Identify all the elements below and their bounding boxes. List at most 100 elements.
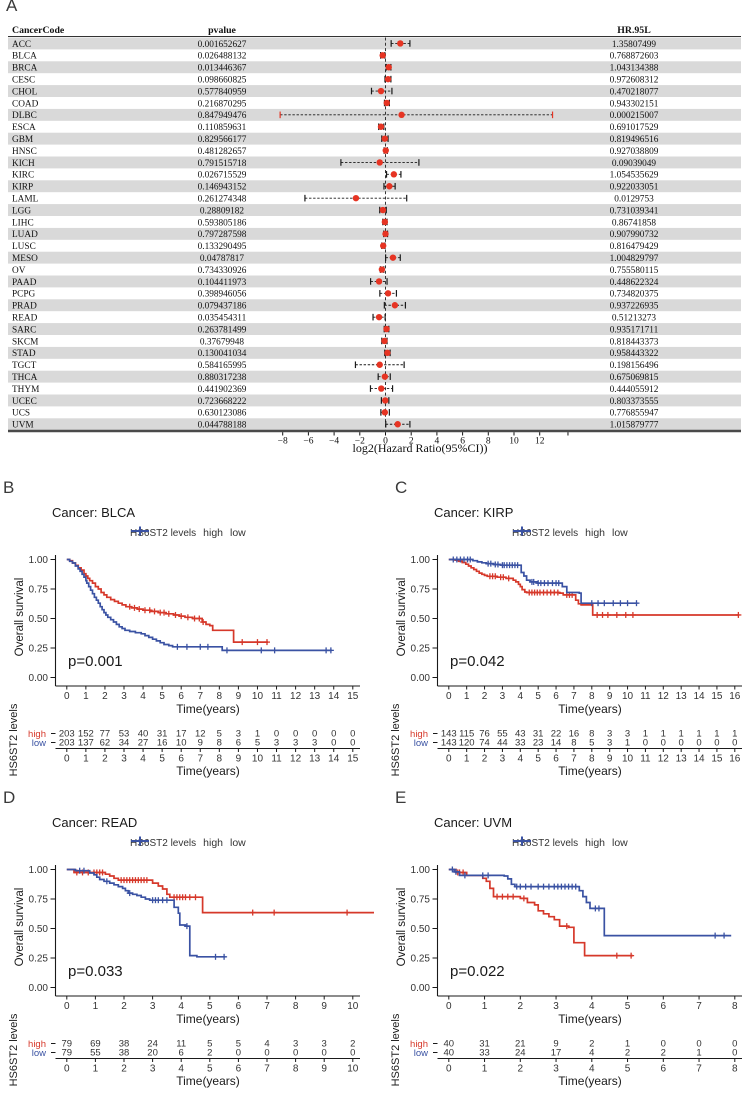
- svg-text:14: 14: [693, 754, 705, 765]
- svg-text:2: 2: [482, 754, 488, 765]
- svg-text:0.026715529: 0.026715529: [198, 171, 247, 181]
- row-stripe: [8, 132, 741, 145]
- svg-text:5: 5: [159, 754, 165, 765]
- svg-text:4: 4: [518, 691, 524, 702]
- hazard-ratio-point: [376, 361, 383, 368]
- svg-text:0.776855947: 0.776855947: [610, 409, 659, 419]
- svg-text:0.723668222: 0.723668222: [198, 397, 247, 407]
- svg-text:14: 14: [693, 691, 705, 702]
- risk-count: 2: [207, 1048, 212, 1059]
- forest-row-SARC: SARC 0.263781499 0.935171711: [12, 325, 659, 335]
- svg-text:13: 13: [676, 754, 688, 765]
- svg-text:0.907990732: 0.907990732: [610, 230, 659, 240]
- hazard-ratio-point: [375, 313, 383, 321]
- svg-text:0.847949476: 0.847949476: [198, 111, 247, 121]
- svg-text:0.013446367: 0.013446367: [198, 64, 247, 74]
- svg-text:10: 10: [252, 754, 264, 765]
- risk-count: 2: [625, 1048, 630, 1059]
- hazard-ratio-point: [379, 242, 387, 249]
- hazard-ratio-point: [378, 266, 386, 273]
- svg-text:UVM: UVM: [12, 421, 34, 431]
- risk-count: 0: [236, 1048, 241, 1059]
- risk-count: 40: [138, 729, 149, 740]
- low-censor-icon: [513, 836, 531, 846]
- svg-text:0.441902369: 0.441902369: [198, 385, 247, 395]
- svg-text:15: 15: [711, 691, 723, 702]
- svg-text:3: 3: [553, 1001, 559, 1012]
- svg-text:STAD: STAD: [12, 349, 36, 359]
- svg-text:0.110859631: 0.110859631: [198, 123, 247, 133]
- hazard-ratio-point: [381, 409, 389, 416]
- risk-count: 0: [350, 1048, 355, 1059]
- svg-text:0.50: 0.50: [411, 924, 431, 935]
- svg-text:0: 0: [64, 1064, 70, 1075]
- km-axes: 0.00 0.25 0.50 0.75 1.00 0 1 2 3 4 5 6 7 8: [411, 865, 742, 1012]
- risk-count: 0: [293, 729, 298, 740]
- svg-text:0.25: 0.25: [29, 644, 49, 655]
- svg-text:9: 9: [321, 1001, 327, 1012]
- svg-text:0.791515718: 0.791515718: [198, 159, 247, 169]
- forest-row-ESCA: ESCA 0.110859631 0.691017529: [12, 123, 659, 133]
- hazard-ratio-point: [382, 230, 389, 238]
- column-header-pvalue: pvalue: [208, 25, 236, 36]
- svg-text:BRCA: BRCA: [12, 64, 38, 74]
- risk-table-xlabel: Time(years): [558, 1074, 622, 1088]
- svg-text:1: 1: [83, 691, 89, 702]
- svg-text:KICH: KICH: [12, 159, 35, 169]
- km-curve-low: [448, 556, 640, 607]
- svg-text:1.043134388: 1.043134388: [610, 64, 659, 74]
- risk-table-xlabel: Time(years): [176, 764, 240, 778]
- risk-count: 0: [350, 729, 355, 740]
- risk-count: 33: [479, 1048, 490, 1059]
- forest-row-STAD: STAD 0.130041034 0.958443322: [12, 349, 659, 359]
- svg-text:4: 4: [589, 1001, 595, 1012]
- km-plot-svg: 0.000.250.500.751.000 1 2 3 4 5 6 7 8 9 10 11 12 13 14…: [29, 555, 360, 765]
- svg-text:3: 3: [500, 691, 506, 702]
- svg-text:0.09039049: 0.09039049: [612, 159, 657, 169]
- panel-label-b: B: [3, 478, 15, 497]
- svg-text:4: 4: [140, 754, 146, 765]
- svg-text:CHOL: CHOL: [12, 87, 38, 97]
- svg-text:CESC: CESC: [12, 76, 35, 86]
- risk-row-label-high: high: [28, 728, 46, 740]
- svg-text:0: 0: [64, 691, 70, 702]
- svg-text:14: 14: [328, 691, 340, 702]
- hazard-ratio-point: [352, 194, 360, 202]
- risk-count: 9: [198, 738, 203, 749]
- risk-count: 43: [515, 729, 526, 740]
- svg-text:12: 12: [290, 754, 302, 765]
- forest-plot-svg: ACC 0.001652627 1.35807499 BLCA 0.026488132 0…: [8, 37, 741, 447]
- forest-row-SKCM: SKCM 0.37679948 0.818443373: [12, 337, 659, 347]
- svg-text:1: 1: [482, 1064, 488, 1075]
- svg-text:4: 4: [589, 1064, 595, 1075]
- svg-text:4: 4: [435, 437, 440, 447]
- legend-item-high: high: [203, 527, 223, 539]
- svg-text:0: 0: [446, 754, 452, 765]
- svg-text:−2: −2: [355, 437, 365, 447]
- svg-text:0.803373555: 0.803373555: [610, 397, 659, 407]
- svg-text:0.51213273: 0.51213273: [612, 313, 657, 323]
- svg-text:1: 1: [83, 754, 89, 765]
- svg-text:0.25: 0.25: [29, 954, 49, 965]
- risk-count: 1: [679, 729, 684, 740]
- risk-count: 77: [100, 729, 111, 740]
- risk-count: 69: [90, 1039, 101, 1050]
- svg-text:0.00: 0.00: [29, 673, 49, 684]
- svg-text:3: 3: [121, 754, 127, 765]
- hazard-ratio-point: [381, 337, 388, 345]
- svg-text:THCA: THCA: [12, 373, 38, 383]
- hazard-ratio-point: [377, 123, 385, 130]
- svg-text:−4: −4: [329, 437, 339, 447]
- hazard-ratio-point: [389, 254, 397, 261]
- hazard-ratio-point: [381, 218, 389, 226]
- risk-row-label-high: high: [410, 728, 428, 740]
- svg-text:0.922033051: 0.922033051: [610, 183, 659, 193]
- svg-text:0.044788188: 0.044788188: [198, 421, 247, 431]
- svg-text:11: 11: [640, 691, 651, 702]
- svg-text:PAAD: PAAD: [12, 278, 37, 288]
- svg-text:ESCA: ESCA: [12, 123, 36, 133]
- hazard-ratio-point: [383, 325, 390, 333]
- svg-text:4: 4: [178, 1064, 184, 1075]
- svg-text:0.25: 0.25: [411, 644, 431, 655]
- risk-count: 4: [589, 1048, 594, 1059]
